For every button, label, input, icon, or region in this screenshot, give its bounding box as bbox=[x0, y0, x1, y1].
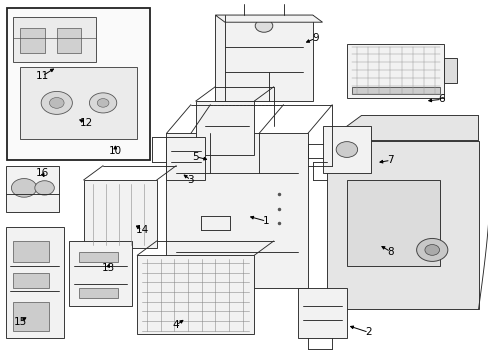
Bar bbox=[20, 28, 44, 53]
Text: 10: 10 bbox=[108, 146, 122, 156]
Circle shape bbox=[416, 238, 447, 261]
Polygon shape bbox=[327, 116, 478, 140]
Bar bbox=[13, 273, 49, 288]
Polygon shape bbox=[298, 288, 346, 338]
Polygon shape bbox=[327, 140, 478, 309]
Text: 1: 1 bbox=[263, 216, 269, 226]
Circle shape bbox=[89, 93, 117, 113]
Text: 9: 9 bbox=[311, 33, 318, 43]
Polygon shape bbox=[69, 241, 132, 306]
Text: 4: 4 bbox=[173, 320, 179, 330]
Bar bbox=[57, 28, 81, 53]
Polygon shape bbox=[13, 17, 96, 62]
Bar bbox=[79, 252, 118, 262]
Bar bbox=[6, 8, 150, 160]
Text: 7: 7 bbox=[386, 155, 393, 165]
Circle shape bbox=[11, 179, 37, 197]
Polygon shape bbox=[444, 58, 456, 83]
Bar bbox=[79, 288, 118, 298]
Circle shape bbox=[424, 244, 439, 255]
Polygon shape bbox=[5, 166, 59, 212]
Polygon shape bbox=[83, 180, 157, 248]
Bar bbox=[346, 180, 439, 266]
Text: 16: 16 bbox=[36, 168, 49, 178]
Circle shape bbox=[97, 99, 109, 107]
Circle shape bbox=[41, 91, 72, 114]
Text: 8: 8 bbox=[386, 247, 393, 257]
Text: 2: 2 bbox=[365, 327, 371, 337]
Polygon shape bbox=[346, 44, 444, 98]
Circle shape bbox=[255, 19, 272, 32]
Text: 14: 14 bbox=[135, 225, 148, 235]
Text: 6: 6 bbox=[438, 94, 445, 104]
Circle shape bbox=[335, 141, 357, 157]
Text: 13: 13 bbox=[101, 263, 114, 273]
Polygon shape bbox=[166, 134, 307, 288]
Text: 5: 5 bbox=[192, 152, 199, 162]
Text: 11: 11 bbox=[36, 71, 49, 81]
Polygon shape bbox=[5, 226, 64, 338]
Bar bbox=[351, 87, 439, 94]
Polygon shape bbox=[166, 137, 205, 180]
Bar bbox=[13, 241, 49, 262]
Circle shape bbox=[49, 98, 64, 108]
Bar bbox=[13, 302, 49, 330]
Polygon shape bbox=[137, 255, 254, 334]
Polygon shape bbox=[215, 15, 322, 22]
Polygon shape bbox=[195, 101, 254, 155]
Polygon shape bbox=[215, 15, 312, 101]
Polygon shape bbox=[322, 126, 370, 173]
Text: 3: 3 bbox=[187, 175, 194, 185]
Text: 15: 15 bbox=[14, 317, 27, 327]
Circle shape bbox=[35, 181, 54, 195]
Polygon shape bbox=[20, 67, 137, 139]
Text: 12: 12 bbox=[79, 118, 92, 128]
